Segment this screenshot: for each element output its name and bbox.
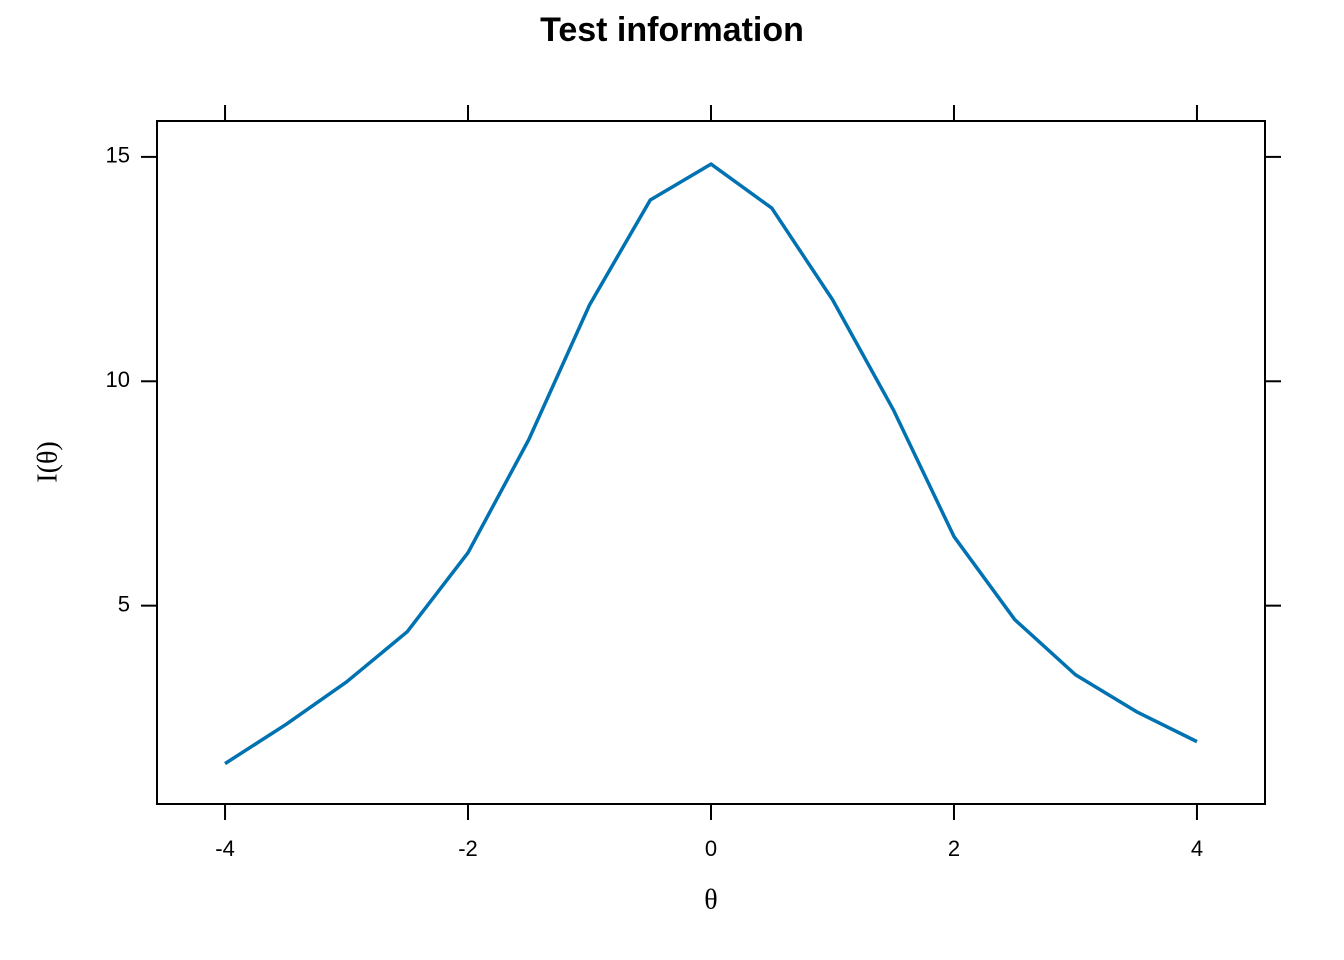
y-axis-label: I(θ) (32, 441, 63, 482)
x-tick-label: 0 (705, 836, 717, 861)
x-axis-label: θ (704, 884, 717, 915)
x-tick-label: -4 (215, 836, 235, 861)
x-tick-label: 2 (948, 836, 960, 861)
y-tick-label: 5 (118, 591, 130, 616)
x-tick-label: -2 (458, 836, 478, 861)
data-line (224, 162, 1198, 766)
x-tick-label: 4 (1191, 836, 1203, 861)
chart-title: Test information (540, 11, 804, 49)
y-tick-label: 15 (106, 143, 130, 168)
y-tick-label: 10 (106, 367, 130, 392)
